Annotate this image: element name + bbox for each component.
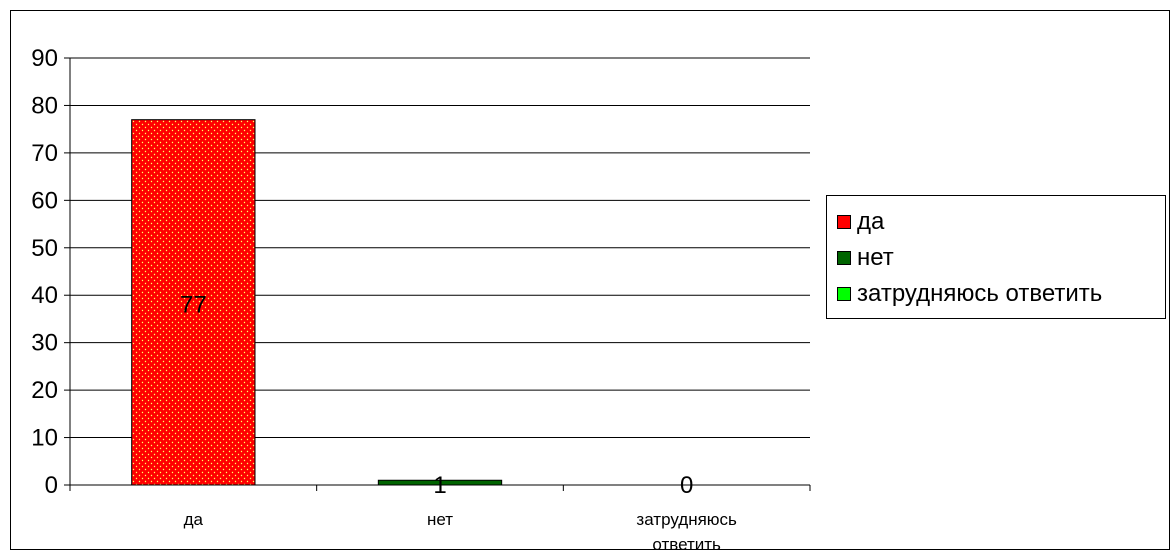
category-label-1: нет xyxy=(427,510,453,529)
category-label-0: да xyxy=(184,510,204,529)
y-tick-label-50: 50 xyxy=(31,235,58,262)
y-tick-label-80: 80 xyxy=(31,92,58,119)
y-tick-label-70: 70 xyxy=(31,140,58,167)
legend-item-da: да xyxy=(837,208,884,236)
y-tick-label-10: 10 xyxy=(31,425,58,452)
y-tick-label-40: 40 xyxy=(31,282,58,309)
legend-item-net: нет xyxy=(837,244,894,272)
data-label-2: 0 xyxy=(680,472,693,499)
category-label-2-line-1: ответить xyxy=(652,535,721,554)
legend-label-zatrudnyayus: затрудняюсь ответить xyxy=(857,280,1103,307)
y-tick-label-90: 90 xyxy=(31,45,58,72)
data-label-0: 77 xyxy=(180,291,207,318)
bar-pattern-0 xyxy=(131,119,255,485)
chart-frame xyxy=(10,10,1170,550)
data-label-1: 1 xyxy=(433,472,446,499)
legend-label-da: да xyxy=(857,208,885,235)
legend-item-zatrudnyayus: затрудняюсь ответить xyxy=(837,280,1102,308)
y-tick-label-20: 20 xyxy=(31,377,58,404)
chart-legend: да нет затрудняюсь ответить xyxy=(826,195,1166,319)
y-tick-label-30: 30 xyxy=(31,330,58,357)
category-label-2-line-0: затрудняюсь xyxy=(636,510,737,529)
legend-swatch-zatrudnyayus xyxy=(837,287,851,301)
legend-swatch-da xyxy=(837,215,851,229)
legend-swatch-net xyxy=(837,251,851,265)
legend-label-net: нет xyxy=(857,244,894,271)
y-tick-label-0: 0 xyxy=(45,472,58,499)
y-tick-label-60: 60 xyxy=(31,187,58,214)
